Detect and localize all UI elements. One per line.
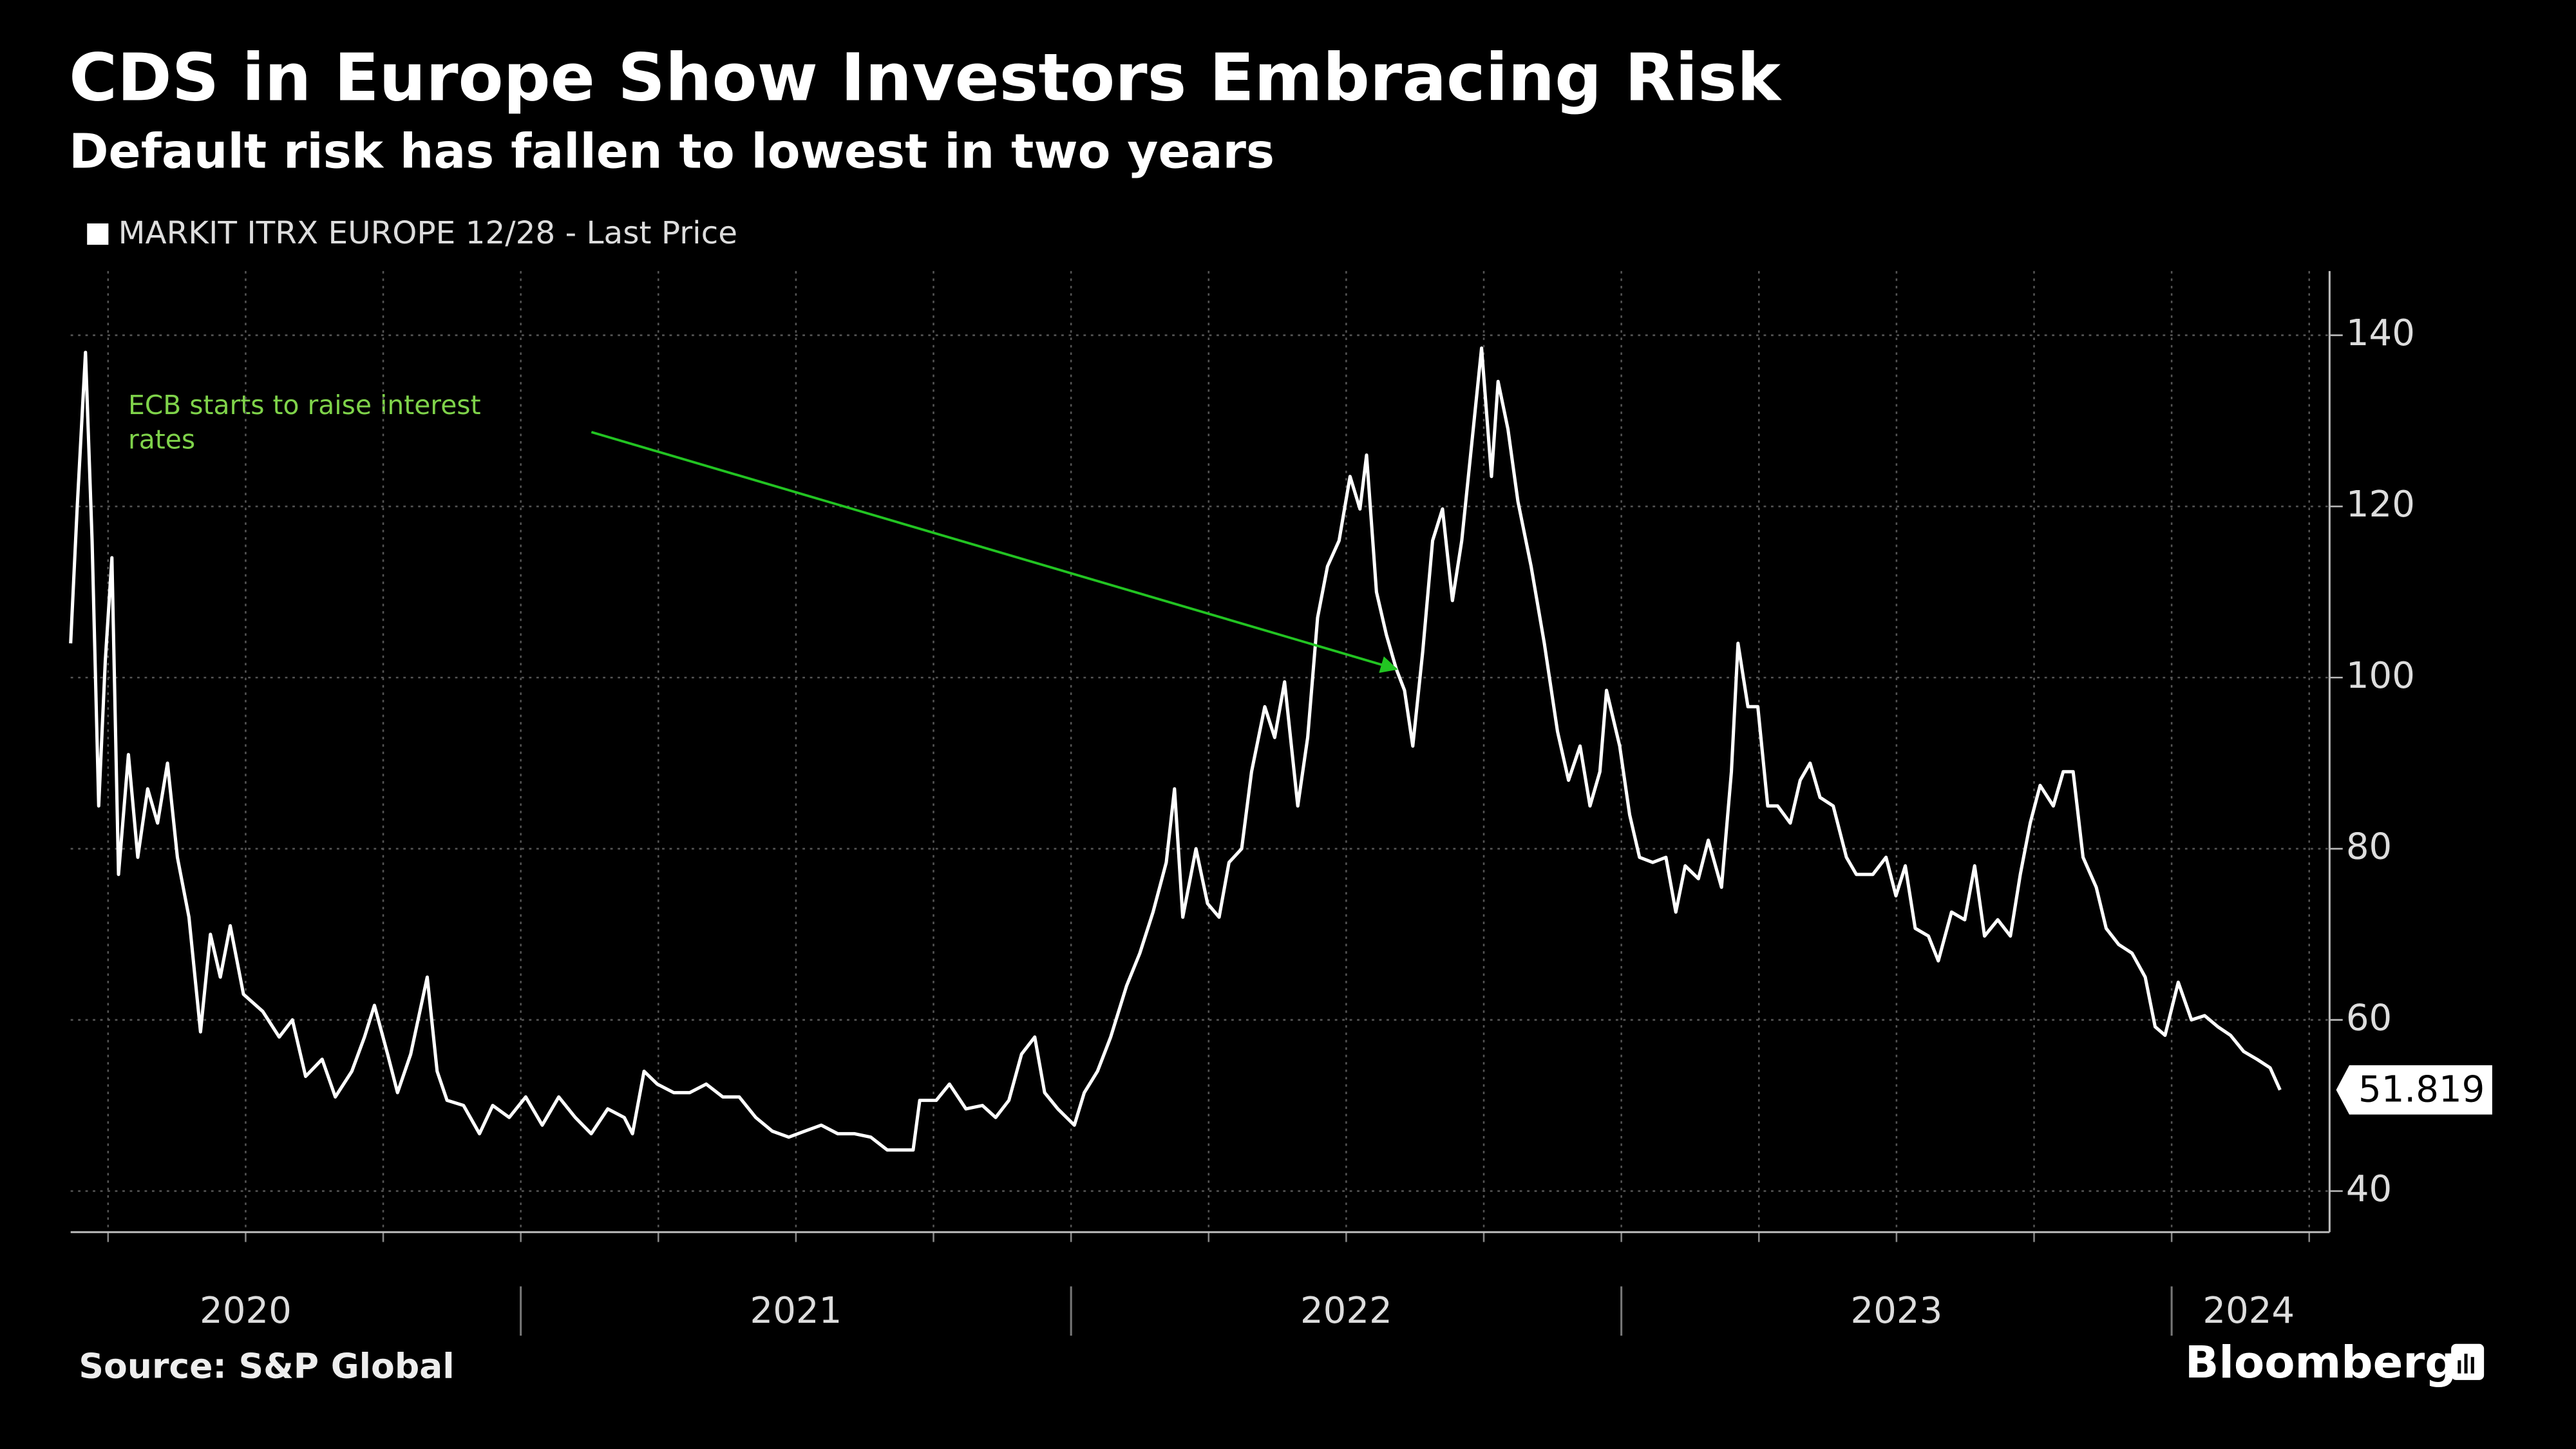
- chart-title: CDS in Europe Show Investors Embracing R…: [69, 39, 1782, 116]
- annotation-text: ECB starts to raise interest rates: [128, 389, 481, 455]
- x-tick-label: 2022: [1300, 1290, 1392, 1332]
- x-tick-label: 2021: [750, 1290, 842, 1332]
- brand: Bloomberg: [2185, 1337, 2457, 1388]
- annotation-box: ECB starts to raise interest rates: [128, 389, 481, 455]
- legend-label: MARKIT ITRX EUROPE 12/28 - Last Price: [118, 215, 737, 251]
- legend-swatch: [87, 223, 109, 245]
- series-line: [69, 346, 2282, 1152]
- chart-subtitle: Default risk has fallen to lowest in two…: [69, 124, 1274, 179]
- x-tick-label: 2023: [1850, 1290, 1942, 1332]
- last-value-box: [2336, 1065, 2492, 1115]
- y-tick-label: 100: [2346, 655, 2415, 697]
- y-tick-label: 60: [2346, 997, 2392, 1039]
- y-tick-label: 80: [2346, 826, 2392, 868]
- last-value-label: 51.819: [2358, 1069, 2485, 1111]
- x-tick-label: 2020: [200, 1290, 292, 1332]
- y-tick-label: 120: [2346, 484, 2415, 526]
- brand-icon: [2451, 1343, 2485, 1380]
- annotation-arrow: [591, 431, 1398, 673]
- y-tick-label: 40: [2346, 1168, 2392, 1210]
- y-tick-label: 140: [2346, 312, 2415, 354]
- source: Source: S&P Global: [79, 1346, 454, 1387]
- x-tick-label: 2024: [2202, 1290, 2295, 1332]
